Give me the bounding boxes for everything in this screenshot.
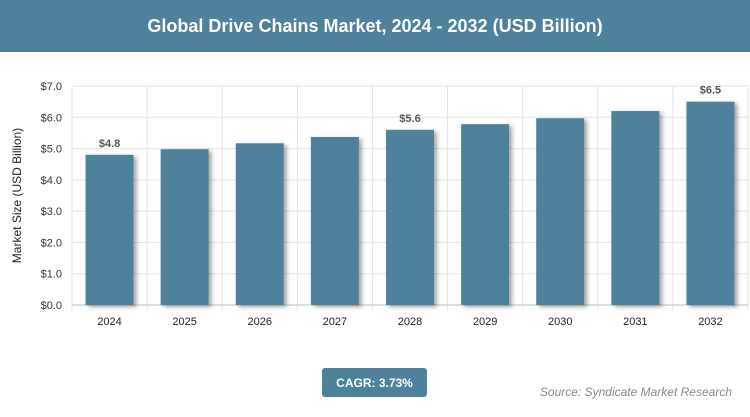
y-tick-label: $3.0	[41, 206, 62, 218]
x-tick-label: 2027	[323, 316, 347, 328]
y-tick-label: $5.0	[41, 144, 62, 156]
x-tick-label: 2030	[548, 316, 572, 328]
data-label-2024: $4.8	[99, 138, 120, 150]
source-text: Source: Syndicate Market Research	[539, 385, 732, 399]
bar-2024	[85, 154, 134, 305]
x-tick-label: 2026	[248, 316, 272, 328]
cagr-badge: CAGR: 3.73%	[322, 368, 427, 397]
x-tick-label: 2028	[398, 316, 422, 328]
bar-2025	[160, 149, 209, 305]
x-tick-label: 2031	[623, 316, 647, 328]
y-tick-label: $0.0	[41, 300, 62, 312]
bar-2027	[310, 136, 359, 305]
bar-2032	[686, 101, 735, 305]
data-label-2028: $5.6	[399, 113, 420, 125]
y-axis-label: Market Size (USD Billion)	[10, 128, 24, 263]
bar-2031	[611, 111, 660, 306]
x-tick-label: 2029	[473, 316, 497, 328]
x-tick-label: 2024	[97, 316, 121, 328]
y-tick-label: $4.0	[41, 175, 62, 187]
bar-2029	[461, 124, 510, 305]
bar-chart: $0.0 $1.0 $2.0 $3.0 $4.0 $5.0 $6.0 $7.0 2024 $4.8…	[10, 81, 749, 328]
bar-2030	[536, 118, 585, 305]
y-tick-label: $7.0	[41, 81, 62, 93]
chart-title: Global Drive Chains Market, 2024 - 2032 …	[0, 0, 750, 52]
y-tick-label: $2.0	[41, 237, 62, 249]
bar-2026	[235, 143, 284, 305]
y-tick-label: $6.0	[41, 112, 62, 124]
bar-2028	[386, 129, 434, 305]
x-tick-label: 2032	[698, 316, 722, 328]
data-label-2032: $6.5	[700, 85, 721, 97]
x-tick-label: 2025	[172, 316, 196, 328]
y-tick-label: $1.0	[41, 269, 62, 281]
